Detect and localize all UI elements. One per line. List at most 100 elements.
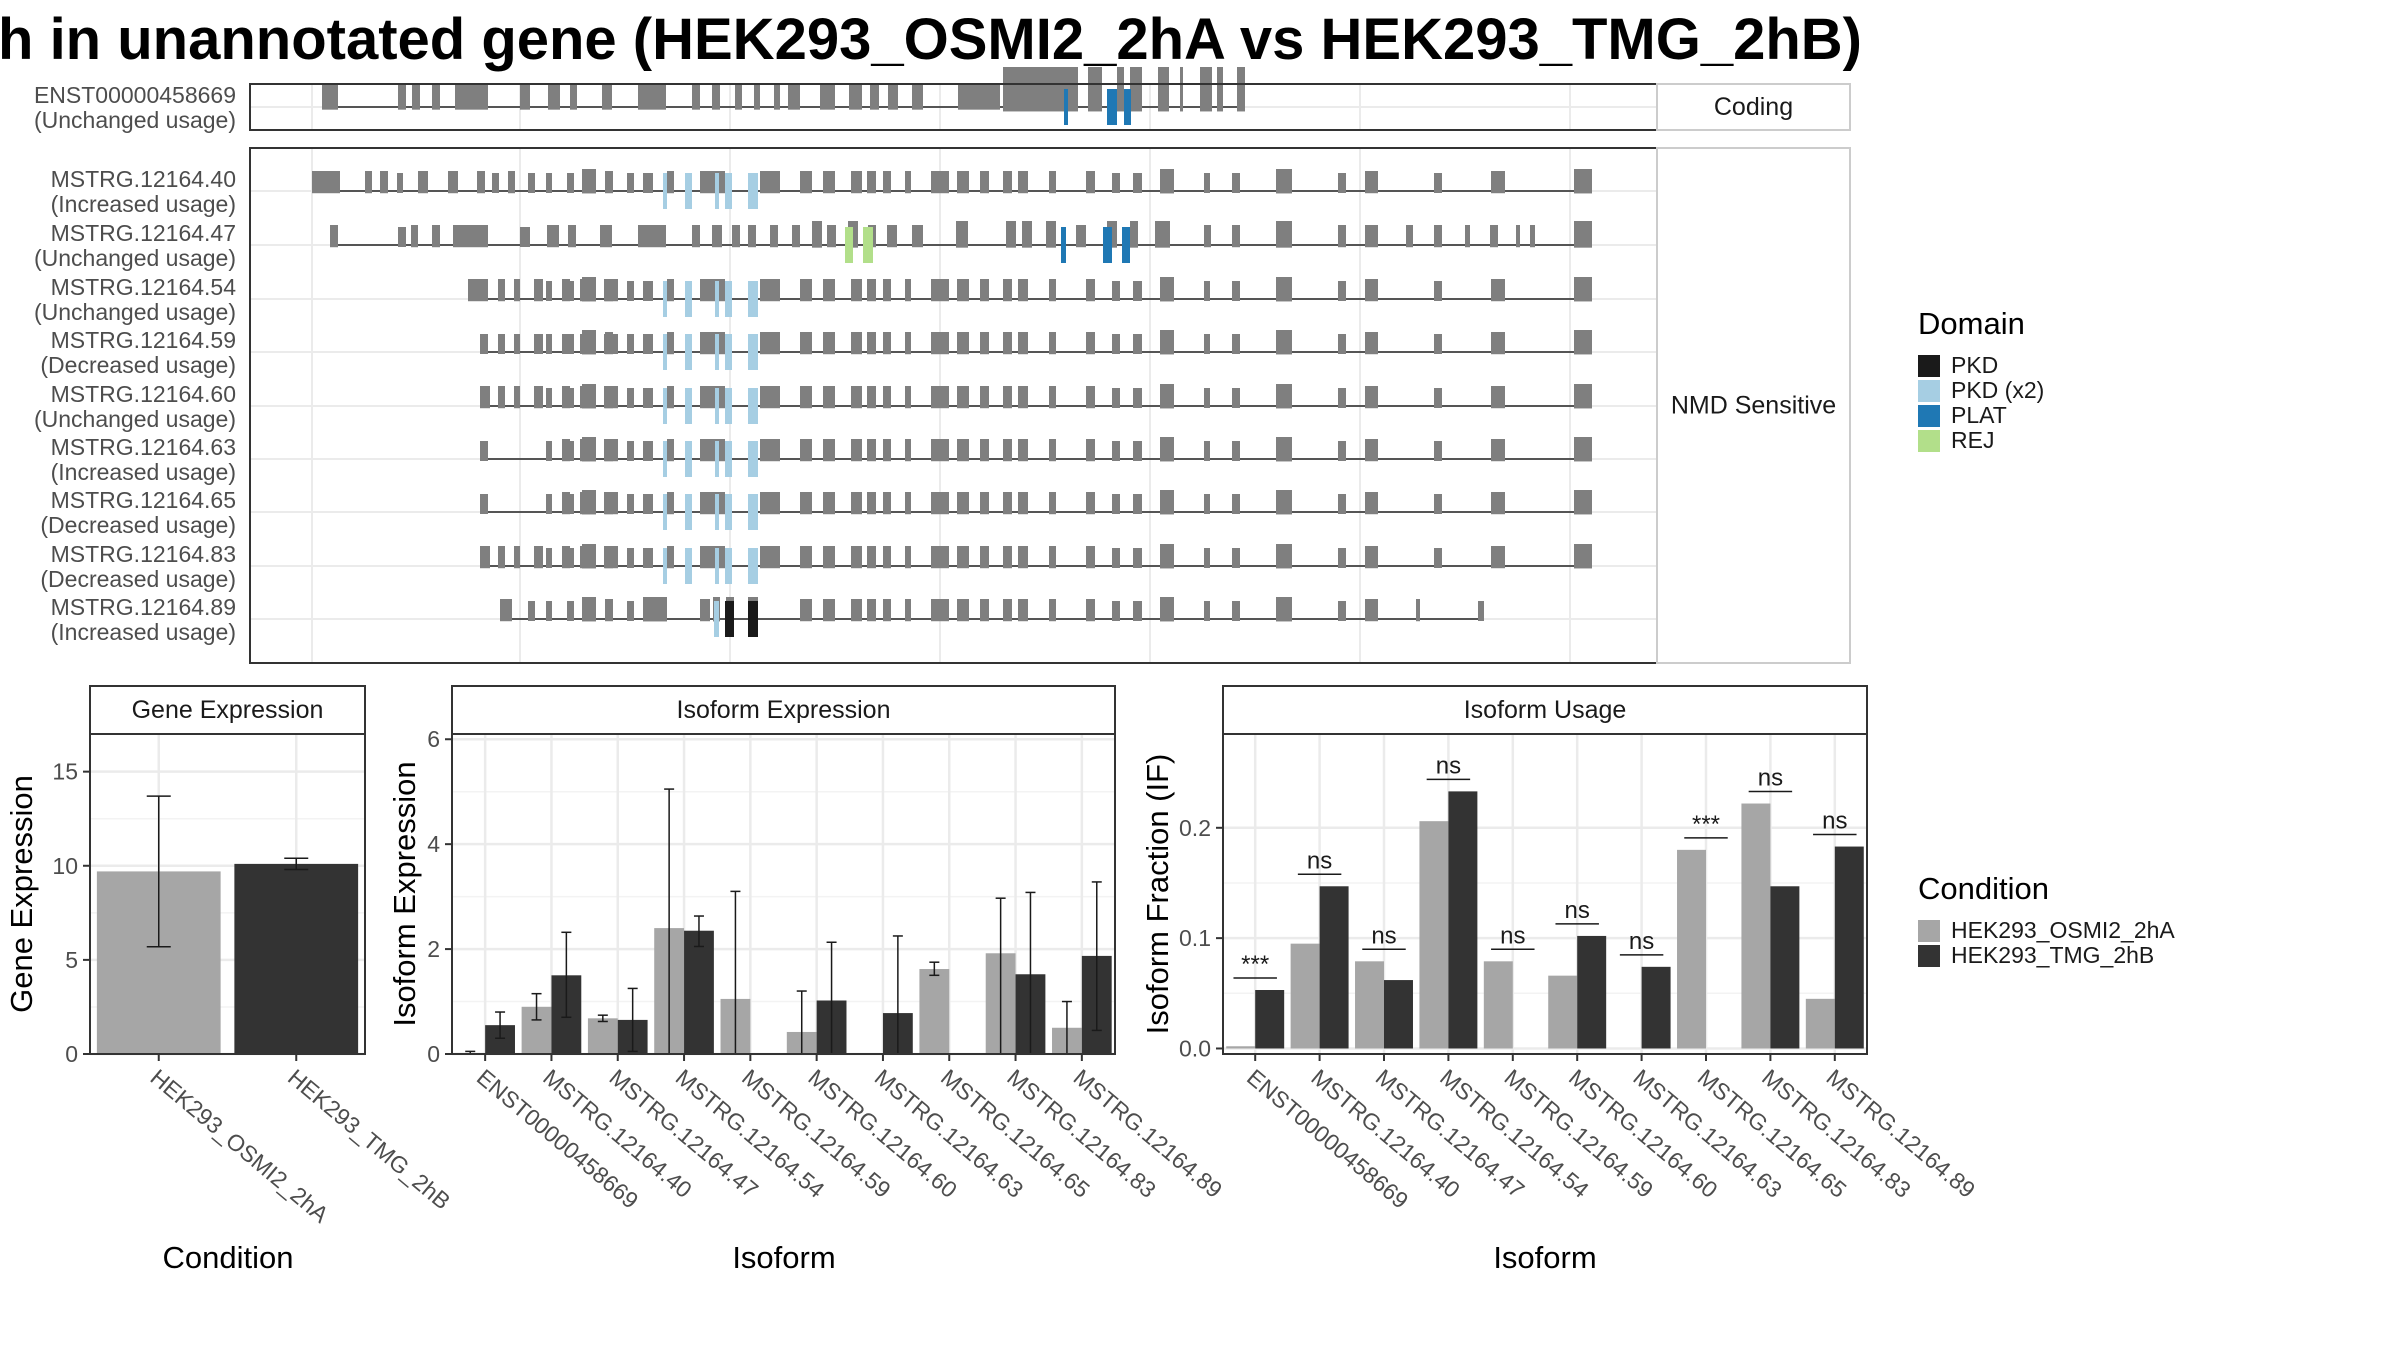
exon: [1018, 439, 1028, 462]
exon: [1049, 171, 1056, 194]
exon: [448, 171, 458, 194]
exon: [567, 334, 574, 354]
exon: [1276, 221, 1292, 248]
exon: [1006, 221, 1016, 248]
bar: [1641, 966, 1671, 1049]
exon: [800, 546, 812, 569]
exon: [1516, 225, 1520, 248]
exon: [1574, 221, 1592, 248]
exon: [1491, 332, 1505, 355]
bar: [1290, 943, 1320, 1049]
bar: [1448, 791, 1478, 1049]
error-bar: [929, 961, 940, 977]
exon: [520, 83, 530, 110]
exon: [700, 492, 725, 515]
exon: [547, 225, 559, 248]
exon: [667, 492, 674, 515]
exon: [760, 332, 780, 355]
domain-block: [863, 227, 873, 263]
exon: [770, 225, 778, 248]
exon: [1160, 597, 1174, 622]
chart-strip: [451, 685, 1116, 735]
exon: [1491, 386, 1505, 409]
exon: [1276, 330, 1292, 355]
exon: [1018, 279, 1028, 302]
exon: [700, 386, 725, 409]
significance-label: ns: [1371, 922, 1396, 949]
exon: [1491, 279, 1505, 302]
exon: [1478, 601, 1484, 621]
exon: [1232, 441, 1240, 461]
exon: [851, 171, 862, 194]
exon: [627, 388, 634, 408]
exon: [1160, 437, 1174, 462]
exon: [1049, 332, 1056, 355]
exon: [800, 492, 812, 515]
exon: [638, 83, 666, 110]
isoform-row: [480, 490, 1592, 530]
domain-block: [685, 281, 692, 317]
exon: [498, 386, 505, 409]
exon: [562, 439, 570, 462]
exon: [1574, 277, 1592, 302]
error-bar: [627, 987, 638, 1053]
domain-block: [663, 173, 667, 209]
isoform-row: [500, 597, 1484, 637]
exon: [1276, 544, 1292, 569]
y-tick-label: 0.1: [1179, 925, 1211, 951]
exon: [480, 546, 490, 569]
exon: [546, 281, 552, 301]
exon: [1276, 384, 1292, 409]
exon: [627, 548, 634, 568]
exon: [1434, 388, 1442, 408]
exon: [562, 279, 570, 302]
exon: [534, 546, 543, 569]
isoform-id-label: MSTRG.12164.89: [51, 594, 236, 620]
exon: [1434, 281, 1442, 301]
isoform-usage-label: (Unchanged usage): [34, 299, 236, 325]
exon: [562, 492, 570, 515]
exon: [411, 225, 418, 248]
exon: [534, 334, 543, 354]
isoform-row: [468, 277, 1592, 317]
exon: [1003, 439, 1012, 462]
exon: [957, 492, 969, 515]
exon: [567, 494, 574, 514]
exon: [546, 388, 552, 408]
exon: [1232, 173, 1240, 193]
condition-legend-label: HEK293_TMG_2hB: [1951, 942, 2154, 968]
exon: [643, 388, 653, 408]
domain-block: [685, 441, 692, 477]
isoform-usage-label: (Unchanged usage): [34, 107, 236, 133]
exon: [931, 386, 949, 409]
exon: [1112, 334, 1120, 354]
exon: [492, 173, 499, 193]
exon: [627, 601, 634, 621]
exon: [562, 386, 570, 409]
exon: [827, 225, 836, 248]
domain-block: [715, 494, 719, 530]
exon: [1204, 548, 1210, 568]
exon: [931, 279, 949, 302]
exon: [1365, 492, 1378, 515]
exon: [1574, 384, 1592, 409]
exon: [1160, 384, 1174, 409]
exon: [480, 441, 488, 461]
exon: [567, 441, 574, 461]
exon: [643, 494, 653, 514]
exon: [534, 386, 543, 409]
exon: [1003, 546, 1012, 569]
exon: [582, 544, 596, 569]
exon: [700, 171, 725, 194]
bar: [587, 1018, 618, 1054]
exon: [905, 332, 911, 355]
exon: [498, 279, 505, 302]
exon: [1338, 173, 1346, 193]
exon: [980, 599, 989, 622]
condition-legend-key: [1918, 945, 1940, 967]
exon: [905, 279, 911, 302]
domain-block: [715, 441, 719, 477]
exon: [322, 83, 338, 110]
exon: [1112, 281, 1120, 301]
exon: [1088, 67, 1102, 112]
